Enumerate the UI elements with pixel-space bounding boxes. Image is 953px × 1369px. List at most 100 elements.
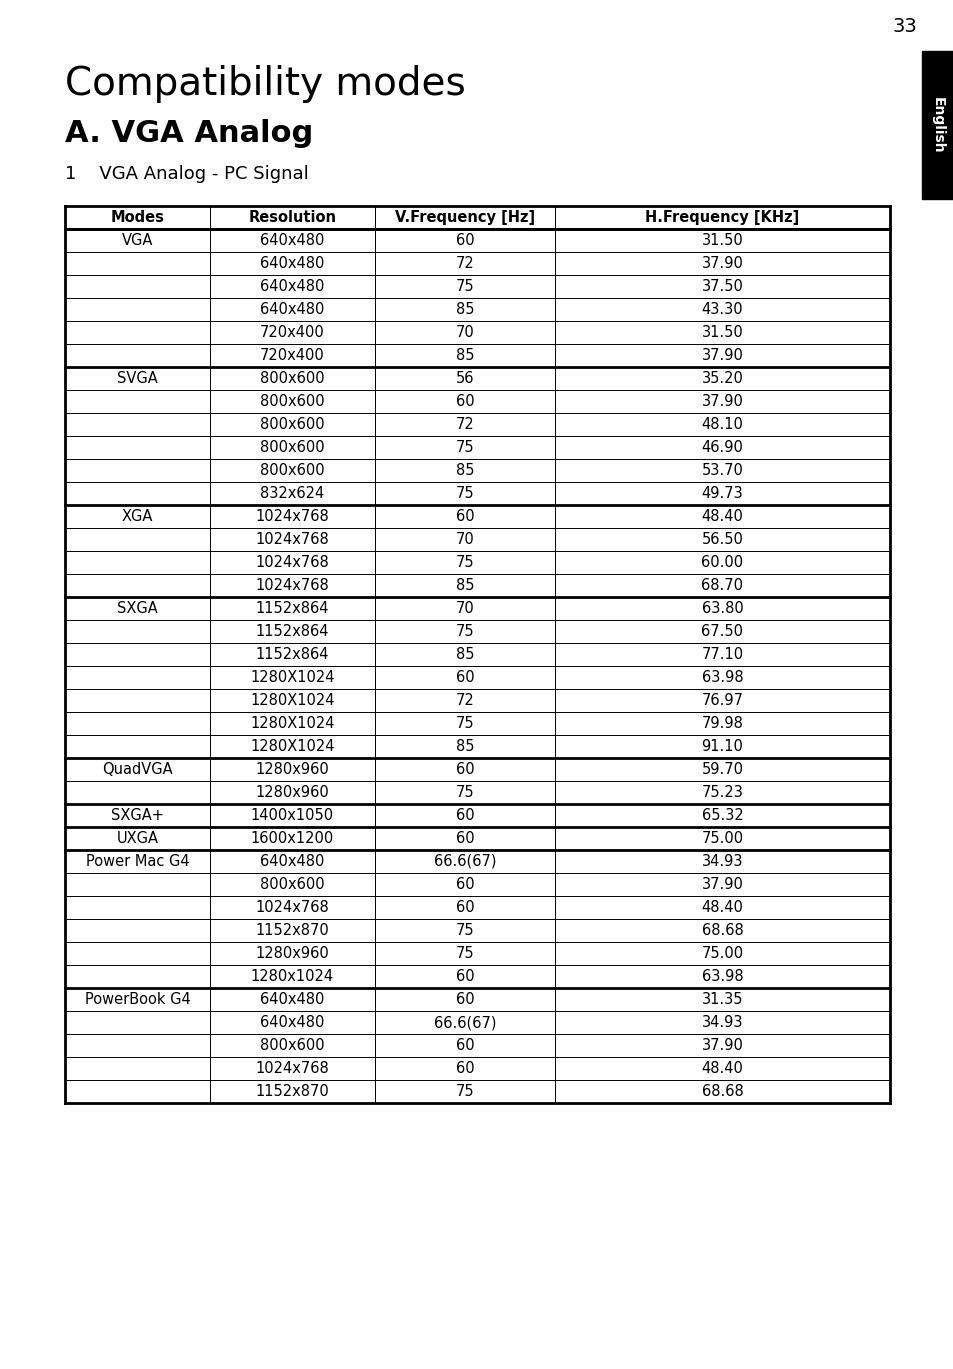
Text: 640x480: 640x480 [260,279,324,294]
Text: 72: 72 [456,256,474,271]
Text: 63.80: 63.80 [700,601,742,616]
Text: 68.68: 68.68 [700,923,742,938]
Text: 63.98: 63.98 [701,969,742,984]
Text: 85: 85 [456,578,474,593]
Text: 800x600: 800x600 [260,418,324,433]
Text: SVGA: SVGA [117,371,157,386]
Text: 35.20: 35.20 [700,371,742,386]
Text: 60: 60 [456,808,474,823]
Text: 75: 75 [456,554,474,570]
Text: 640x480: 640x480 [260,256,324,271]
Text: 75: 75 [456,439,474,455]
Text: 60: 60 [456,509,474,524]
Text: 1024x768: 1024x768 [255,1061,329,1076]
Text: VGA: VGA [122,233,153,248]
Text: 1    VGA Analog - PC Signal: 1 VGA Analog - PC Signal [65,166,309,183]
Text: 85: 85 [456,463,474,478]
Text: UXGA: UXGA [116,831,158,846]
Text: 79.98: 79.98 [700,716,742,731]
Text: Compatibility modes: Compatibility modes [65,64,465,103]
Text: 640x480: 640x480 [260,1014,324,1029]
Text: 31.50: 31.50 [700,233,742,248]
Text: 720x400: 720x400 [260,348,325,363]
Text: 85: 85 [456,348,474,363]
Text: 75: 75 [456,1084,474,1099]
Text: 1152x864: 1152x864 [255,601,329,616]
Text: 75: 75 [456,486,474,501]
Text: 60: 60 [456,763,474,778]
Text: 1152x864: 1152x864 [255,648,329,663]
Text: 640x480: 640x480 [260,993,324,1008]
Text: 1024x768: 1024x768 [255,509,329,524]
Text: 37.50: 37.50 [700,279,742,294]
Text: 60: 60 [456,1038,474,1053]
Text: 60: 60 [456,394,474,409]
Text: 37.90: 37.90 [700,394,742,409]
Text: QuadVGA: QuadVGA [102,763,172,778]
Text: 34.93: 34.93 [701,1014,742,1029]
Text: 60: 60 [456,233,474,248]
Text: 68.68: 68.68 [700,1084,742,1099]
Text: 85: 85 [456,648,474,663]
Text: V.Frequency [Hz]: V.Frequency [Hz] [395,209,535,225]
Text: 85: 85 [456,303,474,318]
Text: 63.98: 63.98 [701,669,742,684]
Text: 800x600: 800x600 [260,439,324,455]
Bar [65,205,889,1103]
Text: 60.00: 60.00 [700,554,742,570]
Text: 66.6(67): 66.6(67) [434,1014,496,1029]
Text: SXGA: SXGA [117,601,157,616]
Text: 1280X1024: 1280X1024 [250,669,335,684]
Text: XGA: XGA [122,509,153,524]
Text: 75: 75 [456,279,474,294]
Text: 1024x768: 1024x768 [255,578,329,593]
Bar [921,51,953,199]
Text: 49.73: 49.73 [700,486,742,501]
Text: 1280x960: 1280x960 [255,763,329,778]
Text: 60: 60 [456,669,474,684]
Text: 70: 70 [456,601,474,616]
Text: 60: 60 [456,1061,474,1076]
Text: A. VGA Analog: A. VGA Analog [65,119,313,148]
Text: 37.90: 37.90 [700,1038,742,1053]
Text: 43.30: 43.30 [701,303,742,318]
Text: 91.10: 91.10 [700,739,742,754]
Text: 53.70: 53.70 [700,463,742,478]
Text: 1152x870: 1152x870 [255,923,329,938]
Text: 31.35: 31.35 [701,993,742,1008]
Text: 75: 75 [456,946,474,961]
Text: 1280X1024: 1280X1024 [250,716,335,731]
Text: 75: 75 [456,624,474,639]
Text: 1600x1200: 1600x1200 [251,831,334,846]
Text: 1024x768: 1024x768 [255,533,329,548]
Text: Modes: Modes [111,209,164,225]
Text: Power Mac G4: Power Mac G4 [86,854,189,869]
Text: 70: 70 [456,324,474,340]
Text: 1024x768: 1024x768 [255,899,329,914]
Text: 48.40: 48.40 [700,509,742,524]
Text: 70: 70 [456,533,474,548]
Text: 46.90: 46.90 [700,439,742,455]
Text: Resolution: Resolution [248,209,336,225]
Text: 1280x1024: 1280x1024 [251,969,334,984]
Text: 48.40: 48.40 [700,1061,742,1076]
Text: 37.90: 37.90 [700,878,742,893]
Text: 68.70: 68.70 [700,578,742,593]
Text: 1280X1024: 1280X1024 [250,739,335,754]
Text: 1280X1024: 1280X1024 [250,693,335,708]
Text: English: English [930,97,944,153]
Text: 56.50: 56.50 [700,533,742,548]
Text: 77.10: 77.10 [700,648,742,663]
Text: 1152x870: 1152x870 [255,1084,329,1099]
Text: 76.97: 76.97 [700,693,742,708]
Text: 37.90: 37.90 [700,256,742,271]
Text: 800x600: 800x600 [260,878,324,893]
Text: 800x600: 800x600 [260,463,324,478]
Text: 60: 60 [456,831,474,846]
Text: 60: 60 [456,899,474,914]
Text: 66.6(67): 66.6(67) [434,854,496,869]
Text: PowerBook G4: PowerBook G4 [85,993,191,1008]
Text: H.Frequency [KHz]: H.Frequency [KHz] [644,209,799,225]
Text: 60: 60 [456,969,474,984]
Text: 75.00: 75.00 [700,831,742,846]
